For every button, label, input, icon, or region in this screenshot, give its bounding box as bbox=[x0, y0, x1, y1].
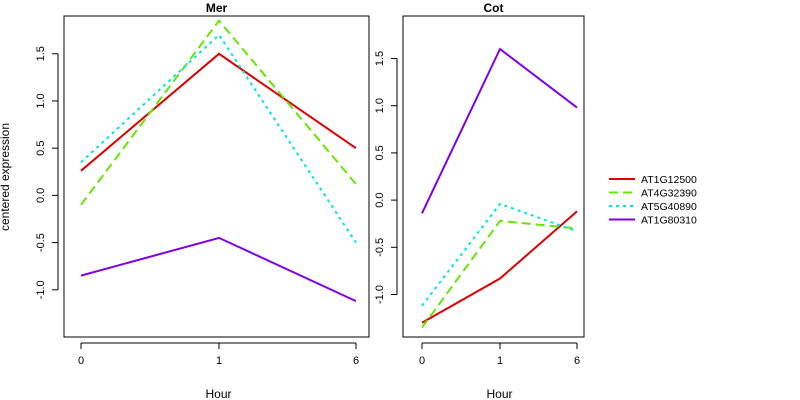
y-tick-label: 0.5 bbox=[35, 141, 47, 156]
series-line-at1g12500 bbox=[421, 210, 578, 324]
x-tick-label: 6 bbox=[353, 355, 359, 367]
x-tick-label: 0 bbox=[419, 355, 425, 367]
y-tick-label: 1.5 bbox=[35, 46, 47, 61]
y-tick-label: 1.0 bbox=[374, 98, 386, 113]
x-tick-label: 6 bbox=[574, 355, 580, 367]
panel-title: Mer bbox=[206, 1, 228, 15]
series-line-at1g80310 bbox=[80, 236, 357, 303]
y-axis-label: centered expression bbox=[0, 123, 12, 231]
series-line-at4g32390 bbox=[80, 19, 357, 206]
x-tick-label: 1 bbox=[216, 355, 222, 367]
panel-title: Cot bbox=[484, 1, 504, 15]
plot-frame bbox=[402, 15, 585, 338]
plot-frame bbox=[63, 15, 370, 338]
legend-label: AT1G12500 bbox=[641, 174, 697, 186]
legend-label: AT1G80310 bbox=[641, 215, 697, 227]
series-line-at5g40890 bbox=[80, 33, 357, 244]
x-tick-label: 0 bbox=[78, 355, 84, 367]
series-line-at5g40890 bbox=[421, 202, 578, 307]
y-tick-label: 0.5 bbox=[374, 145, 386, 160]
x-axis-label: Hour bbox=[205, 387, 231, 400]
y-tick-label: 1.5 bbox=[374, 51, 386, 66]
x-tick-label: 1 bbox=[497, 355, 503, 367]
series-line-at1g12500 bbox=[80, 52, 357, 172]
y-tick-label: -0.5 bbox=[35, 233, 47, 252]
series-line-at4g32390 bbox=[421, 219, 578, 329]
legend-label: AT5G40890 bbox=[641, 201, 697, 213]
y-tick-label: -1.0 bbox=[374, 285, 386, 304]
y-tick-label: 0.0 bbox=[374, 192, 386, 207]
panel-mer: Mer 0 1 6 Hour -1.0 -0.5 0.0 0.5 1.0 1.5 bbox=[35, 1, 370, 400]
x-axis-label: Hour bbox=[486, 387, 512, 400]
y-tick-label: 0.0 bbox=[35, 188, 47, 203]
panel-cot: Cot 0 1 6 Hour -1.0 -0.5 0.0 0.5 1.0 1.5 bbox=[374, 1, 585, 400]
legend-label: AT4G32390 bbox=[641, 188, 697, 200]
series-line-at1g80310 bbox=[421, 47, 578, 214]
y-tick-label: 1.0 bbox=[35, 93, 47, 108]
y-tick-label: -1.0 bbox=[35, 280, 47, 299]
y-tick-label: -0.5 bbox=[374, 238, 386, 257]
